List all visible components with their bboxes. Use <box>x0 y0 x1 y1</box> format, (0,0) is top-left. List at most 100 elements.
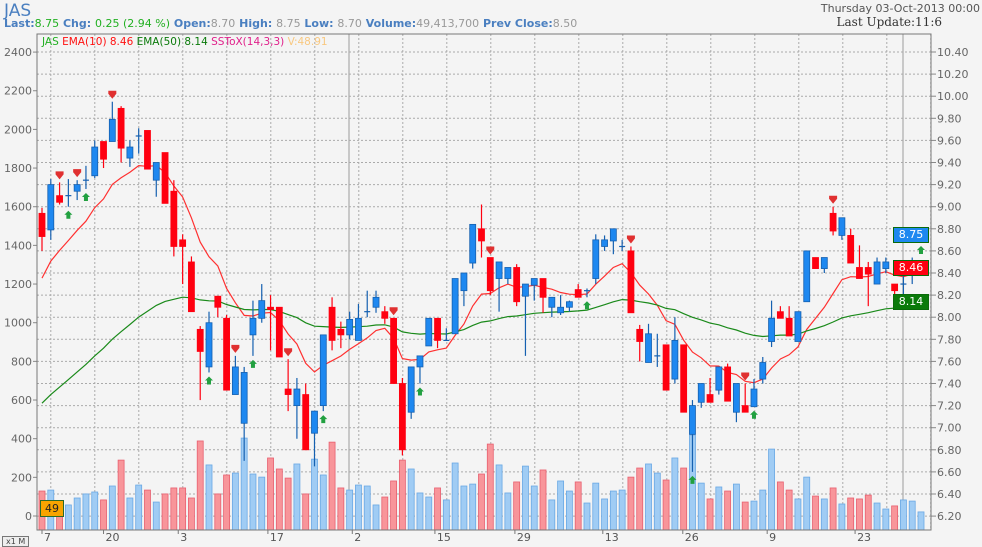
volume-bar <box>73 497 81 531</box>
candle-body <box>302 394 310 451</box>
volume-bar <box>152 501 160 531</box>
candle-body <box>715 366 723 391</box>
sell-arrow-icon <box>284 348 293 357</box>
volume-bar <box>680 467 688 531</box>
candle-body <box>108 119 116 142</box>
volume-bar <box>759 489 767 531</box>
volume-bar <box>82 493 90 531</box>
sell-arrow-icon <box>73 169 82 178</box>
price-axis-label: 8.60 <box>937 245 962 258</box>
volume-axis-label: 1000 <box>4 317 32 330</box>
buy-arrow-icon <box>81 193 90 202</box>
price-axis-label: 9.00 <box>937 201 962 214</box>
candle-body <box>73 184 81 192</box>
volume-bar <box>697 482 705 531</box>
volume-bar <box>258 476 266 531</box>
candle-body <box>530 278 538 286</box>
candle-body <box>152 162 160 181</box>
candle-body <box>574 289 582 298</box>
chg-value: 0.25 (2.94 %) <box>95 17 171 30</box>
legend-sstox[interactable]: SSToX(14,3,3) <box>211 36 285 48</box>
price-axis-label: 6.20 <box>937 510 962 523</box>
sell-arrow-icon <box>741 372 750 381</box>
legend-volume[interactable]: V:48.91 <box>287 36 328 48</box>
candle-body <box>522 283 529 297</box>
open-label: Open: <box>173 17 211 30</box>
volume-axis-label: 0 <box>25 510 32 523</box>
zoom-button[interactable]: x1 M <box>2 536 30 547</box>
volume-bar <box>856 498 863 531</box>
volume-bar <box>574 481 582 531</box>
candle-body <box>355 317 362 341</box>
candle-body <box>337 328 345 336</box>
candle-body <box>627 250 635 314</box>
time-axis-label: 20 <box>106 531 120 543</box>
ema10-line <box>41 164 922 384</box>
sell-arrow-icon <box>55 171 64 180</box>
candle-body <box>205 322 213 368</box>
candle-body <box>117 107 125 149</box>
volume-bar <box>785 489 793 531</box>
legend-ema10[interactable]: EMA(10) 8.46 <box>62 36 134 48</box>
prev-close-label: Prev Close: <box>482 17 553 30</box>
volume-bar <box>460 485 468 531</box>
candle-body <box>891 283 899 292</box>
candle-body <box>425 317 433 347</box>
candle-body <box>662 344 670 391</box>
candle-body <box>346 319 354 336</box>
candle-body <box>856 267 863 279</box>
volume-bar <box>179 487 187 531</box>
time-axis-label: 7 <box>44 531 51 543</box>
volume-bar <box>231 472 239 531</box>
volume-bar <box>293 463 301 531</box>
low-value: 8.70 <box>337 17 362 30</box>
candle-body <box>486 257 494 292</box>
volume-bar <box>319 474 327 531</box>
candle-body <box>794 311 802 342</box>
last-value: 8.75 <box>34 17 60 30</box>
time-axis-label: 15 <box>437 531 451 543</box>
volume-bar <box>627 476 635 531</box>
volume-bar <box>583 502 591 531</box>
legend-symbol[interactable]: JAS <box>42 36 59 48</box>
candle-body <box>451 278 459 335</box>
volume-axis-label: 2200 <box>4 85 32 98</box>
volume-bar <box>715 486 723 531</box>
price-axis-label: 7.00 <box>937 422 962 435</box>
last-price-badge: 8.75 <box>893 227 929 243</box>
candle-body <box>223 317 230 391</box>
volume-bar <box>64 504 72 531</box>
volume-bar <box>592 482 600 531</box>
volume-bar <box>161 493 169 531</box>
volume-bar <box>108 485 116 531</box>
price-axis-label: 7.60 <box>937 355 962 368</box>
volume-bar <box>425 496 433 531</box>
volume-bar <box>566 490 573 531</box>
volume-bar <box>126 497 134 531</box>
volume-bar <box>504 492 512 531</box>
volume-bar <box>601 498 608 531</box>
buy-arrow-icon <box>64 210 73 219</box>
last-label: Last: <box>4 17 35 30</box>
volume-bar <box>864 494 872 531</box>
candle-body <box>847 235 855 264</box>
price-axis-label: 10.20 <box>937 68 969 81</box>
volume-bar <box>328 441 336 531</box>
candle-body <box>601 239 608 247</box>
time-axis-label: 3 <box>180 531 187 543</box>
chart-legend: JAS EMA(10) 8.46 EMA(50) 8.14 SSToX(14,3… <box>42 36 328 48</box>
legend-ema50[interactable]: EMA(50) 8.14 <box>136 36 208 48</box>
candle-body <box>258 300 266 319</box>
volume-bar <box>662 479 670 531</box>
candle-body <box>240 372 248 424</box>
price-axis-label: 9.60 <box>937 134 962 147</box>
candle-body <box>812 257 819 269</box>
candle-body <box>381 311 389 319</box>
sell-arrow-icon <box>829 195 838 204</box>
volume-axis-label: 1800 <box>4 162 32 175</box>
buy-arrow-icon <box>415 387 424 396</box>
candle-body <box>56 195 63 203</box>
time-axis-label: 9 <box>769 531 776 543</box>
candle-body <box>741 405 749 413</box>
